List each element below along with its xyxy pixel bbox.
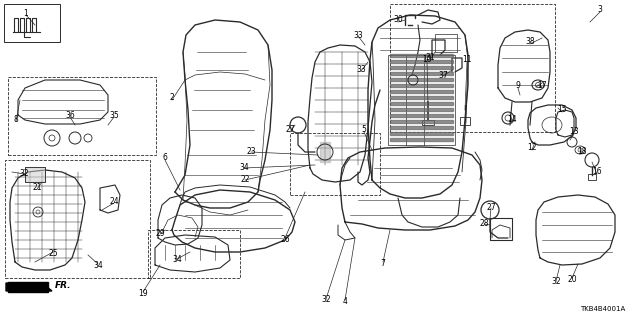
Text: 7: 7 [381, 259, 385, 268]
Text: 17: 17 [537, 81, 547, 90]
Polygon shape [320, 142, 330, 162]
Polygon shape [390, 126, 453, 129]
Bar [388, 55, 455, 145]
Polygon shape [390, 132, 453, 135]
Bar [588, 174, 596, 180]
Polygon shape [390, 96, 453, 99]
Bar [8, 77, 156, 155]
Text: 1: 1 [24, 9, 28, 18]
Text: 15: 15 [557, 106, 567, 115]
Text: 38: 38 [525, 37, 535, 46]
Text: 24: 24 [109, 197, 119, 206]
Text: 3: 3 [598, 5, 602, 14]
Text: 9: 9 [516, 82, 520, 91]
Polygon shape [390, 78, 453, 81]
Text: 34: 34 [93, 260, 103, 269]
Text: 19: 19 [138, 289, 148, 298]
Text: TKB4B4001A: TKB4B4001A [580, 306, 625, 312]
Text: 4: 4 [342, 298, 348, 307]
Text: 27: 27 [486, 203, 496, 212]
Bar [390, 4, 555, 132]
Text: 12: 12 [527, 143, 537, 153]
Polygon shape [390, 102, 453, 105]
Polygon shape [390, 90, 453, 93]
Polygon shape [390, 54, 453, 57]
Text: 23: 23 [246, 147, 256, 156]
Text: 31: 31 [425, 53, 435, 62]
Text: 33: 33 [353, 30, 363, 39]
Bar [460, 117, 470, 125]
Text: 33: 33 [356, 66, 366, 75]
Bar [422, 120, 434, 125]
Text: 11: 11 [462, 55, 472, 65]
Text: 37: 37 [438, 70, 448, 79]
Bar [148, 230, 240, 278]
Text: 10: 10 [422, 54, 432, 63]
Bar [4, 4, 60, 42]
Bar [290, 133, 380, 195]
Polygon shape [390, 138, 453, 141]
Text: 5: 5 [362, 125, 367, 134]
Polygon shape [390, 114, 453, 117]
Bar [490, 218, 512, 240]
Text: 32: 32 [551, 277, 561, 286]
Polygon shape [390, 108, 453, 111]
Text: FR.: FR. [55, 281, 72, 290]
Text: 29: 29 [155, 228, 165, 237]
Bar [25, 167, 45, 182]
Bar [435, 34, 457, 52]
Text: 8: 8 [13, 115, 19, 124]
Text: 25: 25 [48, 249, 58, 258]
Text: 27: 27 [285, 125, 295, 134]
Text: 26: 26 [280, 235, 290, 244]
Polygon shape [390, 84, 453, 87]
Text: 35: 35 [109, 111, 119, 121]
Text: 13: 13 [569, 127, 579, 137]
Text: 2: 2 [170, 93, 174, 102]
Text: 32: 32 [321, 295, 331, 305]
Bar [5, 160, 150, 278]
Text: 22: 22 [240, 174, 250, 183]
Text: 34: 34 [172, 255, 182, 265]
Polygon shape [390, 72, 453, 75]
Text: 36: 36 [65, 111, 75, 121]
Polygon shape [6, 283, 52, 291]
Text: 30: 30 [393, 15, 403, 25]
Text: 32: 32 [19, 169, 29, 178]
Text: 34: 34 [239, 163, 249, 172]
Text: 6: 6 [163, 153, 168, 162]
Polygon shape [390, 66, 453, 69]
Polygon shape [8, 282, 48, 292]
Text: 18: 18 [577, 148, 587, 156]
Text: 21: 21 [32, 182, 42, 191]
Text: 16: 16 [592, 167, 602, 177]
Polygon shape [390, 120, 453, 123]
Polygon shape [26, 168, 44, 181]
Text: 14: 14 [507, 116, 517, 124]
Text: 28: 28 [479, 219, 489, 228]
Polygon shape [390, 60, 453, 63]
Text: 20: 20 [567, 276, 577, 284]
